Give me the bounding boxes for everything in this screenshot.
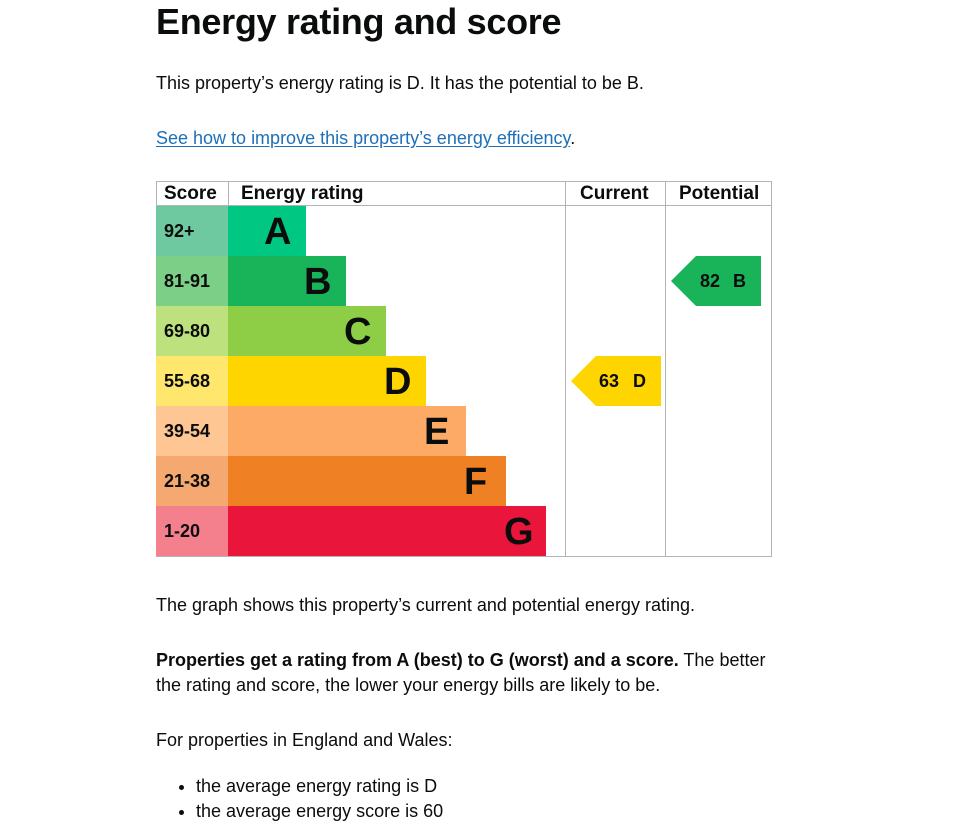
improve-link-suffix: . [570, 128, 576, 148]
rating-column-header: Energy rating [241, 183, 364, 204]
band-bar [228, 256, 346, 306]
band-letter: D [384, 361, 412, 403]
potential-arrow-shape [671, 256, 761, 306]
averages-list: the average energy rating is D the avera… [156, 774, 443, 824]
band-score-range: 69-80 [156, 306, 228, 356]
current-column-header: Current [580, 183, 649, 204]
current-divider [565, 181, 566, 556]
list-item: the average energy rating is D [196, 774, 443, 799]
energy-rating-chart: Score Energy rating Current Potential 92… [156, 181, 772, 557]
improve-paragraph: See how to improve this property’s energ… [156, 126, 575, 151]
improve-efficiency-link[interactable]: See how to improve this property’s energ… [156, 128, 571, 148]
current-letter: D [633, 371, 646, 391]
ratings-explanation: Properties get a rating from A (best) to… [156, 648, 796, 698]
band-bar [228, 456, 506, 506]
ratings-explanation-bold: Properties get a rating from A (best) to… [156, 650, 679, 670]
score-column-header: Score [164, 183, 217, 204]
region-intro: For properties in England and Wales: [156, 730, 453, 750]
band-letter: C [344, 311, 372, 353]
band-score-range: 92+ [156, 206, 228, 256]
band-letter: E [424, 411, 450, 453]
potential-letter: B [733, 271, 746, 291]
band-bar [228, 306, 386, 356]
page-title: Energy rating and score [156, 1, 562, 42]
list-item: the average energy score is 60 [196, 799, 443, 824]
intro-text: This property’s energy rating is D. It h… [156, 73, 644, 93]
ratings-explanation-rest: The better [678, 650, 766, 670]
band-letter: F [464, 461, 488, 503]
potential-score: 82 [700, 271, 721, 291]
potential-column-header: Potential [679, 183, 760, 204]
band-letter: G [504, 511, 534, 553]
graph-caption: The graph shows this property’s current … [156, 595, 695, 615]
band-score-range: 1-20 [156, 506, 228, 556]
band-score-range: 39-54 [156, 406, 228, 456]
band-score-range: 55-68 [156, 356, 228, 406]
band-score-range: 21-38 [156, 456, 228, 506]
ratings-explanation-line2: the rating and score, the lower your ene… [156, 675, 661, 695]
band-letter: A [264, 211, 292, 253]
band-letter: B [304, 261, 332, 303]
potential-divider [665, 181, 666, 556]
band-bar [228, 356, 426, 406]
current-arrow-shape [571, 356, 661, 406]
band-bar [228, 506, 546, 556]
current-score: 63 [599, 371, 620, 391]
band-bar [228, 406, 466, 456]
band-score-range: 81-91 [156, 256, 228, 306]
header-divider [156, 205, 771, 206]
band-bar [228, 206, 306, 256]
